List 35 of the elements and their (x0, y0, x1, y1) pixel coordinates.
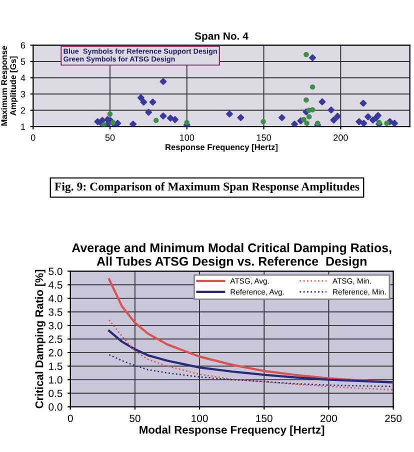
chart-title: Span No. 4 (194, 32, 248, 42)
x-tick-label: 100 (180, 134, 194, 141)
caption: Fig. 9: Comparison of Maximum Span Response Amplitudes (54, 182, 360, 194)
y-tick-label: 3 (20, 90, 26, 98)
y-tick-label: 2.5 (48, 336, 62, 343)
y-tick-label: 4.5 (48, 281, 62, 289)
y-tick-label: 3.0 (48, 322, 62, 330)
y-tick-label: 2.0 (48, 349, 62, 356)
x-tick-label: 0 (30, 134, 36, 141)
x-tick-label: 150 (256, 414, 272, 422)
chart-title: Average and Minimum Modal Critical Damping Ratios, All Tubes ATSG Design vs. Reference Design (72, 243, 392, 268)
y-tick-label: 3.5 (48, 308, 62, 316)
y-tick-label: 1.0 (49, 376, 62, 384)
y-tick-label: 5.0 (48, 268, 62, 276)
y-tick-label: 0.5 (48, 390, 62, 398)
x-axis-title: Response Frequency [Hertz] (166, 144, 278, 152)
y-tick-label: 5 (20, 58, 26, 65)
y-tick-label: 4.0 (48, 294, 62, 302)
x-tick-label: 50 (105, 134, 115, 141)
y-tick-label: 1.5 (49, 362, 62, 370)
y-tick-label: 4 (20, 74, 26, 82)
y-tick-label: 6 (20, 42, 26, 49)
x-axis-title: Modal Response Frequency [Hertz] (140, 426, 324, 436)
x-tick-label: 200 (334, 134, 348, 141)
x-tick-label: 0 (68, 414, 73, 422)
x-tick-label: 100 (192, 414, 208, 422)
x-tick-label: 200 (320, 414, 337, 422)
x-tick-label: 50 (130, 414, 140, 422)
y-tick-label: 2 (20, 107, 26, 114)
y-tick-label: 1 (21, 124, 26, 130)
y-axis-title: Maximum Response Amplitude [Gs] (0, 46, 18, 126)
y-axis-title: Critical Damping Ratio [%] (35, 270, 46, 408)
x-tick-label: 150 (256, 134, 271, 141)
y-tick-label: 0.0 (48, 403, 62, 411)
x-tick-label: 250 (385, 414, 402, 422)
